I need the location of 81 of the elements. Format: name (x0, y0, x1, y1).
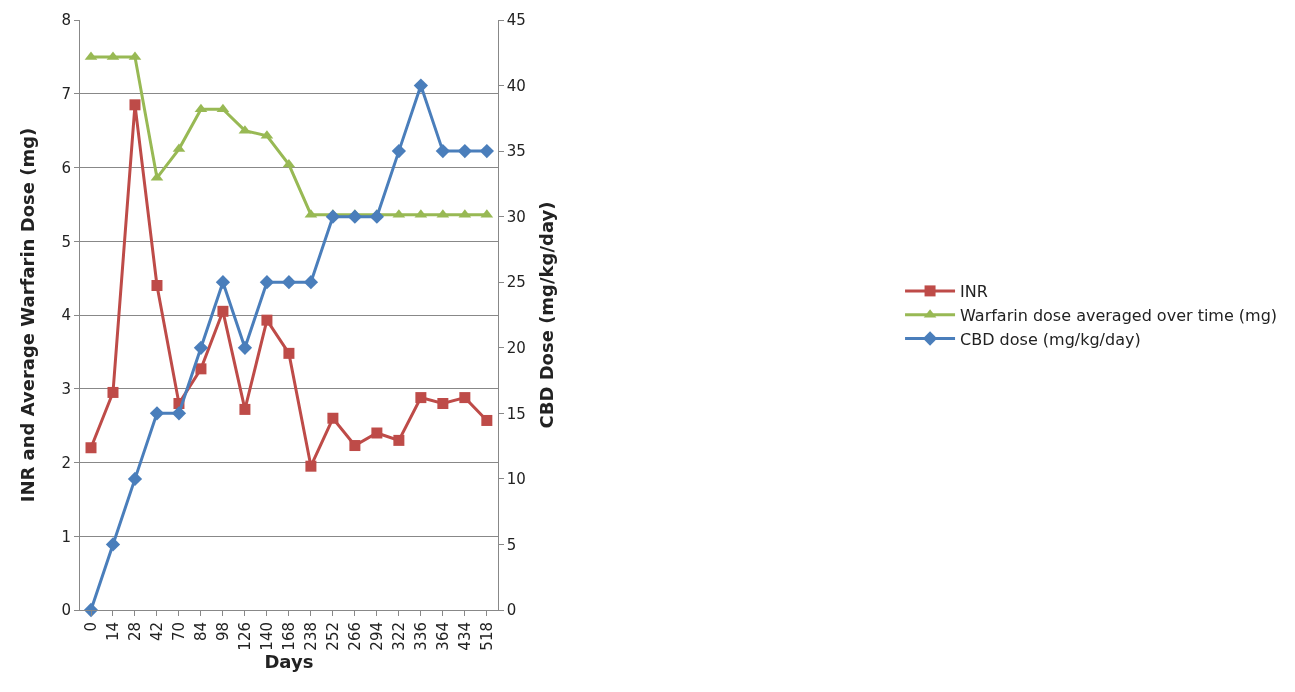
x-tick-label: 42 (147, 622, 166, 642)
y-tick-label: 6 (61, 158, 71, 177)
point (327, 412, 339, 424)
point (347, 209, 363, 224)
x-tick-label: 140 (257, 622, 276, 651)
x-tick-label: 14 (103, 622, 122, 642)
point (459, 392, 471, 404)
point (215, 275, 231, 290)
point (371, 427, 383, 439)
y2-axis-title: CBD Dose (mg/kg/day) (535, 201, 557, 429)
y2-tick-label: 0 (506, 601, 517, 620)
point (435, 143, 451, 159)
y-tick-label: 5 (61, 232, 71, 251)
point (393, 434, 405, 446)
point (415, 392, 427, 404)
x-tick-label: 518 (477, 622, 496, 651)
point (479, 143, 494, 159)
x-tick-label: 238 (301, 622, 320, 651)
y2-tick-label: 5 (506, 535, 517, 554)
point (107, 386, 119, 398)
x-tick-label: 28 (125, 622, 144, 642)
y2-tick-label: 40 (506, 76, 526, 95)
legend-label: INR (960, 282, 988, 302)
point (149, 406, 165, 421)
y2-tick-label: 10 (506, 470, 526, 489)
point (83, 602, 99, 618)
x-tick-label: 294 (367, 622, 386, 651)
y-tick-label: 1 (61, 527, 71, 546)
point (305, 460, 317, 472)
point (105, 537, 121, 552)
point (369, 209, 385, 224)
x-tick-label: 0 (81, 622, 100, 632)
x-tick-label: 434 (455, 622, 474, 651)
point (303, 275, 319, 290)
point (281, 275, 297, 290)
x-tick-label: 252 (323, 622, 342, 651)
y-tick-label: 7 (61, 85, 71, 103)
x-tick-label: 364 (433, 622, 452, 651)
y-tick-label: 3 (61, 380, 71, 398)
x-tick-label: 98 (213, 622, 232, 642)
point (481, 414, 493, 426)
point (85, 442, 97, 454)
point (325, 209, 341, 224)
legend-label: CBD dose (mg/kg/day) (960, 329, 1141, 349)
x-tick-label: 168 (279, 622, 298, 651)
point (259, 275, 275, 290)
y-tick-label: 4 (61, 306, 71, 325)
x-tick-label: 126 (235, 622, 254, 651)
legend-label: Warfarin dose averaged over time (mg) (960, 305, 1278, 325)
x-tick-label: 70 (169, 622, 188, 642)
y2-tick-label: 30 (506, 207, 526, 226)
point (127, 471, 143, 487)
y-axis-title: INR and Average Warfarin Dose (mg) (17, 127, 38, 503)
point (129, 99, 141, 111)
point (239, 403, 251, 415)
point (195, 363, 207, 375)
point (457, 143, 472, 159)
point (261, 314, 273, 326)
y2-tick-label: 15 (506, 404, 526, 423)
point (283, 347, 295, 359)
x-axis-title: Days (264, 650, 314, 672)
point (193, 340, 209, 355)
point (437, 398, 449, 409)
point (391, 143, 407, 159)
point (349, 440, 361, 452)
x-tick-label: 322 (389, 622, 408, 651)
y2-tick-label: 20 (506, 339, 526, 358)
x-tick-label: 266 (345, 622, 364, 651)
y-tick-label: 0 (61, 601, 71, 620)
point (217, 305, 229, 317)
y2-tick-label: 35 (506, 142, 526, 161)
point (413, 78, 429, 93)
point (171, 406, 187, 421)
point (237, 340, 253, 355)
y-tick-label: 8 (61, 11, 71, 30)
y-tick-label: 2 (61, 453, 71, 472)
x-tick-label: 84 (191, 622, 210, 642)
y2-tick-label: 45 (506, 11, 526, 30)
point (151, 280, 163, 291)
x-tick-label: 336 (411, 622, 430, 651)
y2-tick-label: 25 (506, 273, 526, 292)
